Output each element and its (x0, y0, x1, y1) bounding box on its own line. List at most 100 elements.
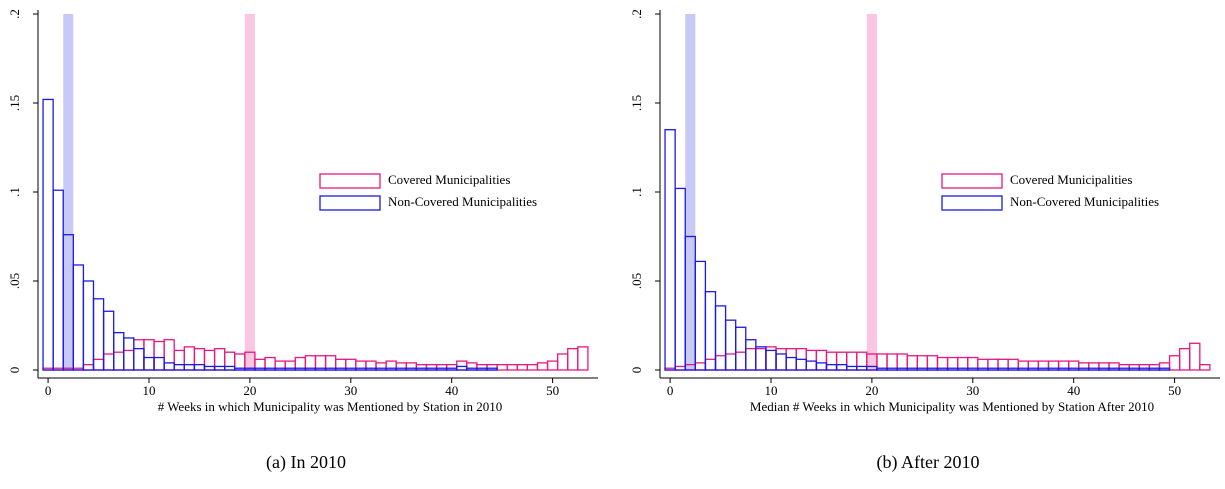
histogram-bar (775, 347, 787, 371)
histogram-bar (795, 358, 807, 371)
histogram-bar (745, 339, 757, 371)
histogram-bar (335, 367, 347, 371)
histogram-bar (755, 346, 767, 371)
histogram-bar (1199, 364, 1211, 371)
histogram-bar (445, 367, 458, 371)
histogram-bar (456, 360, 468, 371)
histogram-bar (324, 367, 337, 371)
histogram-bar (345, 367, 357, 371)
histogram-bar (133, 339, 145, 371)
histogram-bar (123, 349, 135, 371)
histogram-bar (234, 367, 246, 371)
legend-key (319, 173, 381, 189)
histogram-bar (815, 349, 828, 371)
legend-key (319, 195, 381, 211)
histogram-bar (785, 356, 797, 371)
histogram-bar (1088, 367, 1100, 371)
histogram-bar (785, 347, 797, 371)
histogram-bar (835, 351, 848, 371)
histogram-bar (143, 356, 155, 371)
x-axis-label: # Weeks in which Municipality was Mentio… (158, 399, 503, 414)
histogram-bar (1189, 342, 1201, 371)
histogram-bar (1037, 367, 1050, 371)
histogram-bar (82, 364, 95, 371)
histogram-bar (1027, 367, 1040, 371)
histogram-bar (856, 351, 868, 371)
histogram-bar (846, 351, 858, 371)
histogram-bar (476, 364, 488, 371)
histogram-bar (936, 367, 949, 371)
x-tick-label: 40 (445, 383, 458, 398)
histogram-bar (294, 367, 307, 371)
histogram-bar (213, 365, 226, 371)
histogram-bar (765, 349, 777, 371)
x-axis-label: Median # Weeks in which Municipality was… (750, 399, 1154, 414)
histogram-bar (72, 264, 85, 371)
histogram-bar (264, 367, 276, 371)
y-tick-label: .15 (7, 95, 22, 111)
histogram-bar (52, 189, 64, 371)
histogram-bar (163, 362, 175, 371)
histogram-bar (1148, 364, 1161, 371)
histogram-bar (577, 346, 589, 371)
histogram-bar (825, 351, 838, 371)
histogram-bar (385, 367, 397, 371)
histogram-bar (42, 98, 54, 371)
x-tick-label: 20 (865, 383, 878, 398)
histogram-bar (395, 362, 407, 371)
histogram-bar (987, 367, 999, 371)
histogram-bar (745, 347, 757, 371)
histogram-bar (1047, 367, 1060, 371)
histogram-bar (805, 349, 818, 371)
histogram-bar (405, 362, 418, 371)
x-tick-label: 30 (344, 383, 357, 398)
histogram-bar (486, 367, 498, 371)
histogram-bar (704, 358, 717, 371)
reference-band (63, 14, 74, 370)
histogram-bar (163, 339, 175, 371)
y-tick-label: 0 (7, 367, 22, 374)
histogram-bar (775, 353, 787, 371)
histogram-bar (946, 367, 959, 371)
x-tick-label: 40 (1067, 383, 1080, 398)
x-tick-label: 20 (243, 383, 256, 398)
histogram-bar (516, 364, 529, 371)
histogram-bar (435, 367, 448, 371)
x-tick-label: 10 (764, 383, 777, 398)
legend-label: Covered Municipalities (388, 172, 510, 187)
y-tick-label: .2 (7, 9, 22, 19)
histogram-bar (183, 346, 196, 371)
histogram-bar (1078, 367, 1090, 371)
histogram-bar (1138, 367, 1151, 371)
legend-key (941, 173, 1003, 189)
histogram-bar (365, 367, 377, 371)
histogram-bar (735, 326, 747, 371)
histogram-bar (1108, 362, 1120, 371)
histogram-bar (1067, 367, 1080, 371)
histogram-bar (203, 365, 216, 371)
legend-key (941, 195, 1003, 211)
histogram-bar (82, 280, 95, 371)
histogram-bar (445, 364, 458, 371)
y-tick-label: .1 (629, 187, 644, 197)
histogram-bar (395, 367, 407, 371)
x-tick-label: 50 (546, 383, 559, 398)
histogram-bar (856, 365, 868, 371)
histogram-bar (153, 356, 165, 371)
histogram-bar (957, 367, 969, 371)
histogram-bar (1138, 364, 1151, 371)
histogram-bar (375, 362, 387, 371)
histogram-bar (435, 364, 448, 371)
legend-label: Non-Covered Municipalities (1010, 194, 1159, 209)
histogram-bar (567, 347, 579, 371)
histogram-bar (476, 367, 488, 371)
histogram-bar (304, 367, 317, 371)
histogram-bar (735, 351, 747, 371)
histogram-bar (674, 187, 686, 371)
histogram-bar (224, 351, 236, 371)
histogram-bar (173, 349, 185, 371)
histogram-bar (153, 340, 165, 371)
histogram-bar (113, 331, 125, 371)
histogram-bar (846, 365, 858, 371)
histogram-bar (496, 364, 508, 371)
